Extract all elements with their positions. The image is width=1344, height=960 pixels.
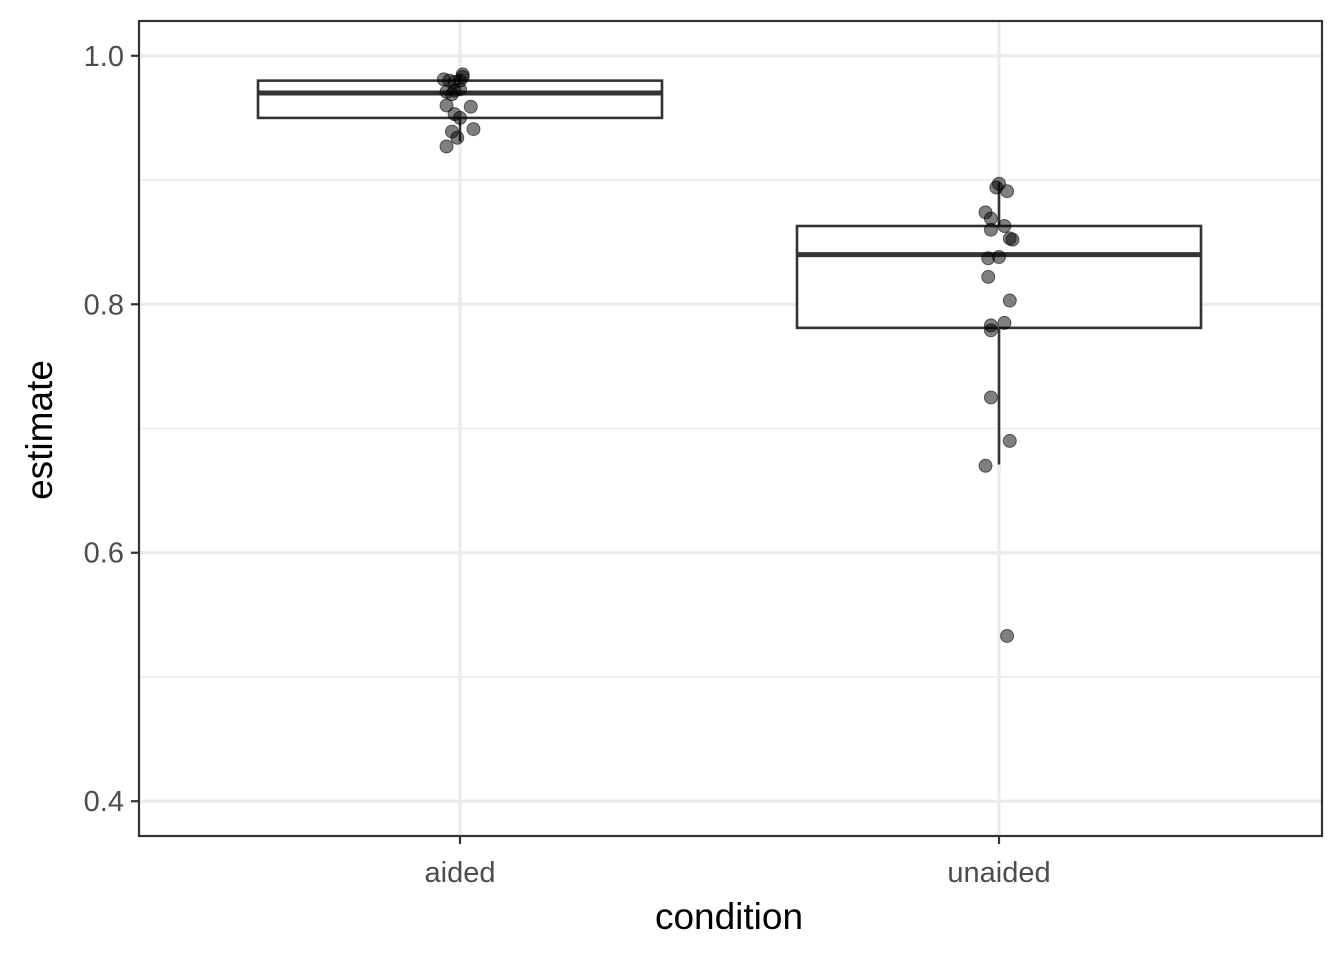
data-point-unaided: [981, 251, 996, 266]
data-point-unaided: [983, 222, 998, 237]
y-tick-label: 0.8: [84, 289, 124, 321]
data-point-aided: [444, 87, 459, 102]
y-tick-label: 1.0: [84, 41, 124, 73]
x-axis-title: condition: [655, 896, 803, 937]
data-point-aided: [450, 130, 465, 145]
data-point-aided: [439, 139, 454, 154]
data-point-unaided: [997, 315, 1012, 330]
data-point-unaided: [981, 269, 996, 284]
y-tick-label: 0.6: [84, 538, 124, 570]
data-point-aided: [453, 110, 467, 125]
data-point-unaided: [1005, 232, 1020, 247]
jitter-points: [436, 67, 1020, 643]
data-point-aided: [439, 98, 454, 113]
data-point-unaided: [983, 323, 998, 338]
data-point-unaided: [983, 390, 998, 405]
y-tick-label: 0.4: [84, 786, 124, 818]
data-point-unaided: [1002, 293, 1017, 308]
x-tick-label-aided: aided: [425, 857, 496, 889]
data-point-unaided: [978, 458, 993, 473]
data-point-aided: [455, 67, 470, 82]
data-point-unaided: [997, 218, 1012, 233]
data-point-unaided: [1000, 628, 1015, 643]
axes: 0.4 0.6 0.8 1.0 aided unaided: [84, 19, 1324, 889]
panel-border: [137, 19, 1324, 838]
x-tick-label-unaided: unaided: [947, 857, 1050, 889]
box-unaided: [795, 224, 1203, 330]
grid: [139, 21, 1322, 836]
data-point-aided: [463, 99, 478, 114]
data-point-unaided: [1000, 184, 1015, 199]
data-point-unaided: [1002, 433, 1017, 448]
data-point-aided: [466, 122, 481, 137]
y-axis-title: estimate: [19, 360, 60, 500]
